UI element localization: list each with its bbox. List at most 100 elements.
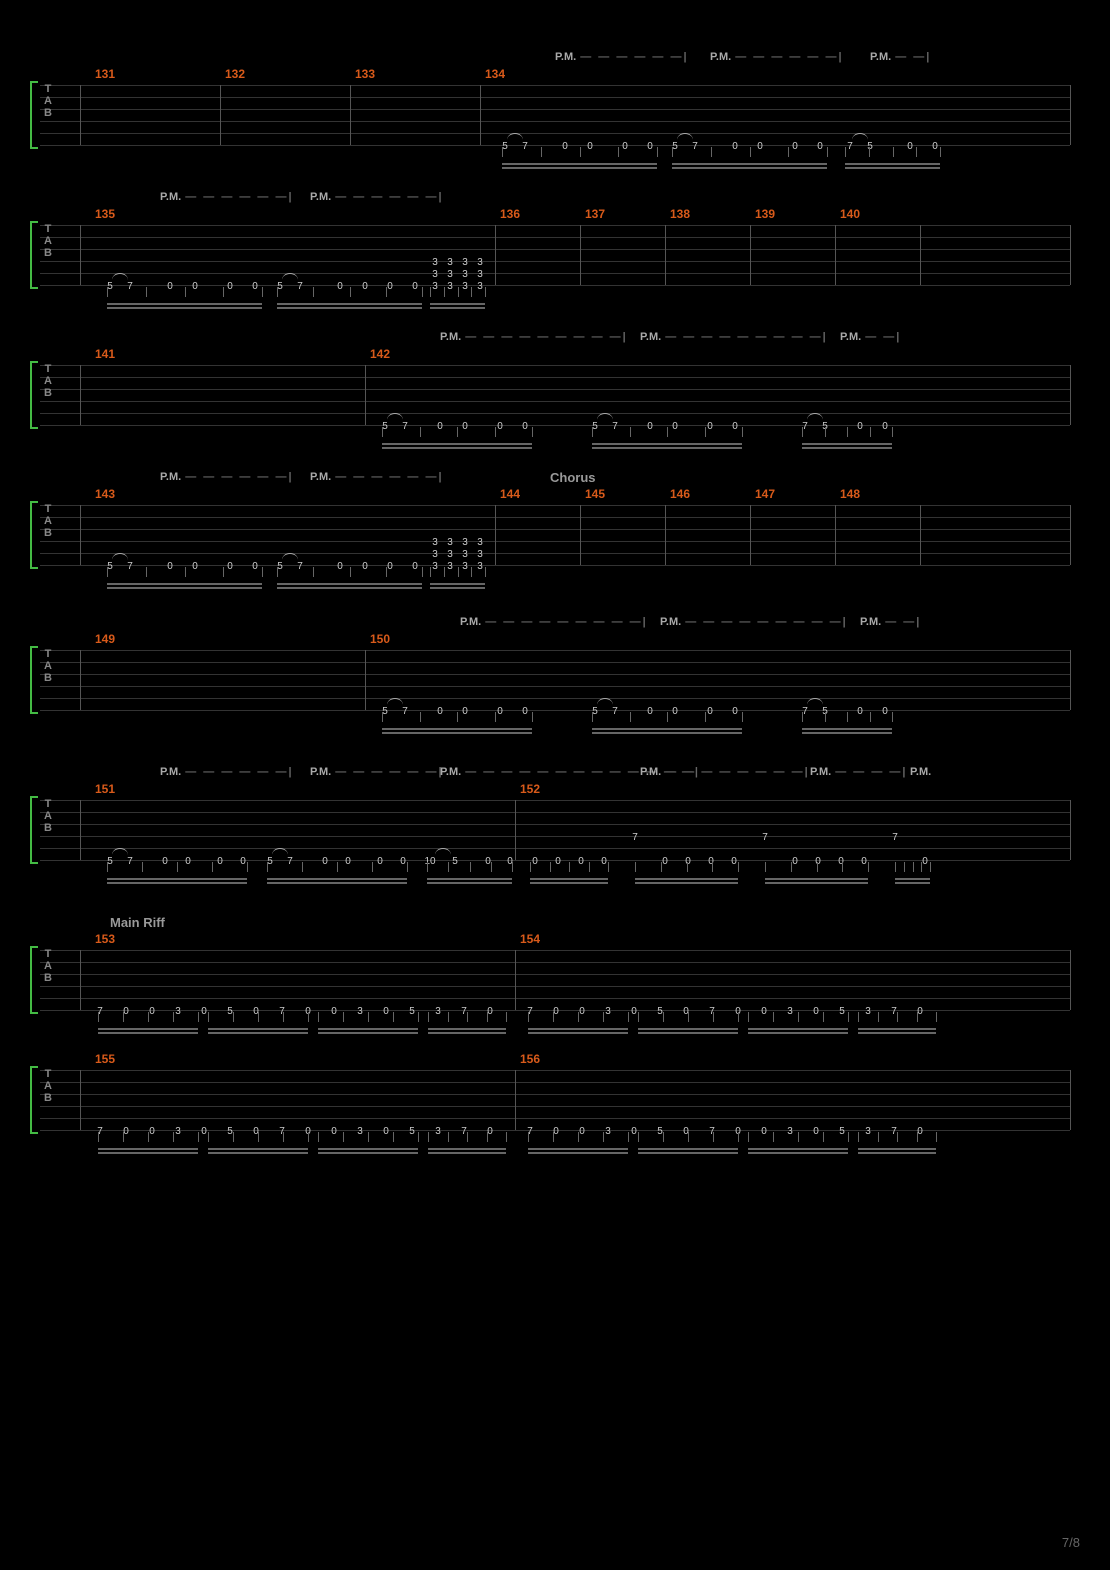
fret-number: 5	[502, 141, 508, 152]
fret-number: 0	[227, 281, 233, 292]
staff-line	[40, 133, 1070, 134]
barline	[920, 225, 921, 285]
fret-number: 5	[592, 421, 598, 432]
fret-number: 0	[579, 1006, 585, 1017]
staff-line	[40, 529, 1070, 530]
fret-number: 5	[839, 1006, 845, 1017]
beam-group	[672, 155, 827, 173]
fret-number: 0	[647, 706, 653, 717]
staff-line	[40, 1106, 1070, 1107]
staff-line	[40, 1070, 1070, 1071]
fret-number: 7	[297, 561, 303, 572]
fret-number: 5	[657, 1126, 663, 1137]
fret-number: 0	[437, 421, 443, 432]
tab-clef: TAB	[38, 648, 58, 684]
staff-line	[40, 505, 1070, 506]
fret-number: 0	[792, 141, 798, 152]
system-bracket	[30, 361, 38, 429]
staff-line	[40, 974, 1070, 975]
barline	[580, 225, 581, 285]
barline	[80, 1070, 81, 1130]
fret-number: 3	[432, 537, 438, 548]
system-2: P.M.— — — — — — — — —|P.M.— — — — — — — …	[40, 365, 1070, 425]
staff-line	[40, 145, 1070, 146]
staff-line	[40, 541, 1070, 542]
fret-number: 0	[882, 421, 888, 432]
fret-number: 0	[662, 856, 668, 867]
staff-line	[40, 950, 1070, 951]
staff-line	[40, 553, 1070, 554]
beam-group	[430, 575, 485, 593]
fret-number: 0	[462, 706, 468, 717]
slur-arc	[282, 553, 298, 560]
fret-number: 0	[707, 421, 713, 432]
fret-number: 3	[477, 549, 483, 560]
fret-number: 0	[817, 141, 823, 152]
barline	[515, 950, 516, 1010]
tab-clef: TAB	[38, 798, 58, 834]
fret-number: 5	[452, 856, 458, 867]
fret-number: 7	[297, 281, 303, 292]
fret-number: 5	[657, 1006, 663, 1017]
fret-number: 0	[672, 421, 678, 432]
staff-line	[40, 237, 1070, 238]
measure-number: 156	[520, 1052, 540, 1066]
fret-number: 0	[252, 561, 258, 572]
fret-number: 0	[761, 1006, 767, 1017]
barline	[80, 950, 81, 1010]
beam-group	[428, 1140, 506, 1158]
fret-number: 0	[647, 141, 653, 152]
fret-number: 5	[107, 856, 113, 867]
fret-number: 0	[672, 706, 678, 717]
measure-number: 145	[585, 487, 605, 501]
beam-group	[107, 870, 247, 888]
fret-number: 0	[732, 141, 738, 152]
fret-number: 0	[587, 141, 593, 152]
staff-line	[40, 261, 1070, 262]
tab-staff: TAB5700005700007500	[40, 650, 1070, 710]
fret-number: 0	[813, 1006, 819, 1017]
fret-number: 3	[357, 1006, 363, 1017]
fret-number: 0	[647, 421, 653, 432]
staff-line	[40, 1094, 1070, 1095]
system-bracket	[30, 1066, 38, 1134]
beam-group	[208, 1020, 308, 1038]
beam-group	[895, 870, 930, 888]
measure-number: 153	[95, 932, 115, 946]
tab-clef: TAB	[38, 83, 58, 119]
palm-mute-marking: P.M.— — — — — — — — —|	[640, 331, 828, 343]
beam-group	[592, 435, 742, 453]
fret-number: 0	[217, 856, 223, 867]
fret-number: 0	[907, 141, 913, 152]
palm-mute-marking: P.M.— — — — — — — — —|	[660, 616, 848, 628]
barline	[80, 85, 81, 145]
palm-mute-marking: P.M.— — — — — —|	[160, 191, 294, 203]
fret-number: 0	[707, 706, 713, 717]
fret-number: 3	[477, 281, 483, 292]
slur-arc	[507, 133, 523, 140]
fret-number: 5	[277, 281, 283, 292]
barline	[1070, 365, 1071, 425]
measure-number: 137	[585, 207, 605, 221]
fret-number: 7	[612, 706, 618, 717]
fret-number: 0	[337, 561, 343, 572]
fret-number: 3	[477, 537, 483, 548]
system-bracket	[30, 646, 38, 714]
tab-staff: TAB70030507003053707003050700305370	[40, 1070, 1070, 1130]
barline	[920, 505, 921, 565]
measure-number: 154	[520, 932, 540, 946]
measure-number: 151	[95, 782, 115, 796]
beam-group	[382, 435, 532, 453]
tab-clef: TAB	[38, 363, 58, 399]
staff-line	[40, 97, 1070, 98]
barline	[495, 505, 496, 565]
fret-number: 0	[227, 561, 233, 572]
fret-number: 7	[461, 1126, 467, 1137]
fret-number: 0	[497, 706, 503, 717]
fret-number: 7	[802, 706, 808, 717]
system-bracket	[30, 81, 38, 149]
palm-mute-marking: P.M.— — — — — — — — —|	[460, 616, 648, 628]
staff-line	[40, 686, 1070, 687]
fret-number: 7	[632, 832, 638, 843]
tab-staff: TAB5700005700007500	[40, 85, 1070, 145]
